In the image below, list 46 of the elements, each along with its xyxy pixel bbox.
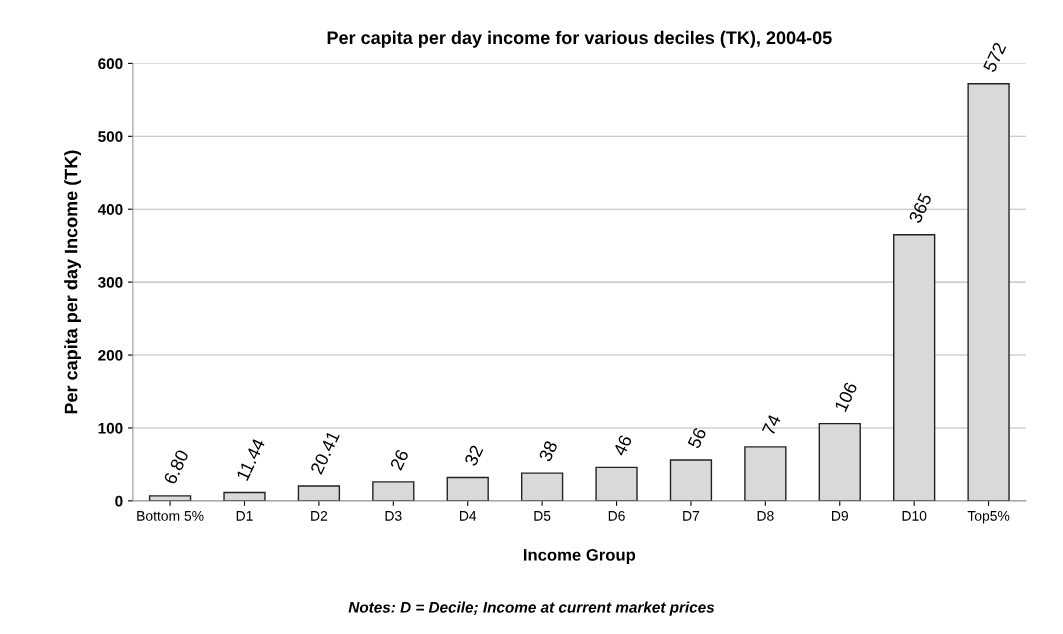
data-label: 46 (612, 434, 633, 457)
data-label: 6.80 (163, 449, 190, 485)
y-tick-label: 400 (97, 204, 123, 215)
bar (297, 485, 341, 501)
y-tick-label: 0 (115, 495, 123, 507)
data-label: 56 (687, 426, 707, 450)
x-tick-label: D6 (608, 510, 625, 521)
data-label: 365 (908, 192, 933, 224)
data-label: 74 (761, 413, 782, 436)
bar (595, 466, 638, 501)
data-label: 26 (389, 448, 410, 471)
y-tick-label: 600 (98, 58, 123, 70)
x-tick-label: D1 (236, 511, 253, 521)
x-axis-title: Income Group (523, 548, 636, 565)
y-tick-label: 300 (98, 277, 123, 288)
data-label: 11.44 (236, 437, 266, 481)
bar (520, 472, 564, 501)
x-tick-label: D8 (757, 510, 774, 521)
x-tick-label: D10 (902, 510, 927, 521)
y-axis-title: Per capita per day Income (TK) (64, 150, 81, 414)
x-tick-label: D9 (832, 510, 848, 521)
x-tick-label: Bottom 5% (137, 511, 204, 521)
y-tick-label: 100 (98, 422, 123, 434)
data-label: 32 (464, 444, 484, 467)
bar (669, 459, 713, 501)
bar (818, 422, 861, 501)
bar (372, 481, 415, 501)
data-label: 572 (982, 41, 1007, 73)
bar (446, 476, 489, 501)
data-label: 20.41 (309, 430, 340, 475)
data-label: 38 (538, 440, 558, 463)
x-tick-label: D3 (385, 510, 402, 521)
chart-title: Per capita per day income for various deciles (TK), 2004-05 (327, 30, 832, 48)
bar (967, 83, 1010, 501)
y-tick-label: 500 (98, 131, 123, 142)
data-label: 106 (834, 381, 858, 413)
x-tick-label: D4 (459, 511, 477, 521)
y-tick-label: 200 (98, 349, 123, 361)
x-tick-label: D5 (534, 511, 551, 521)
text: Notes: D = Decile; Income at current market prices (348, 601, 715, 616)
bar (223, 491, 266, 501)
bar (744, 446, 787, 501)
bar (893, 234, 936, 501)
x-tick-label: D7 (683, 511, 700, 521)
x-tick-label: Top5% (967, 511, 1010, 524)
x-tick-label: D2 (311, 510, 328, 521)
